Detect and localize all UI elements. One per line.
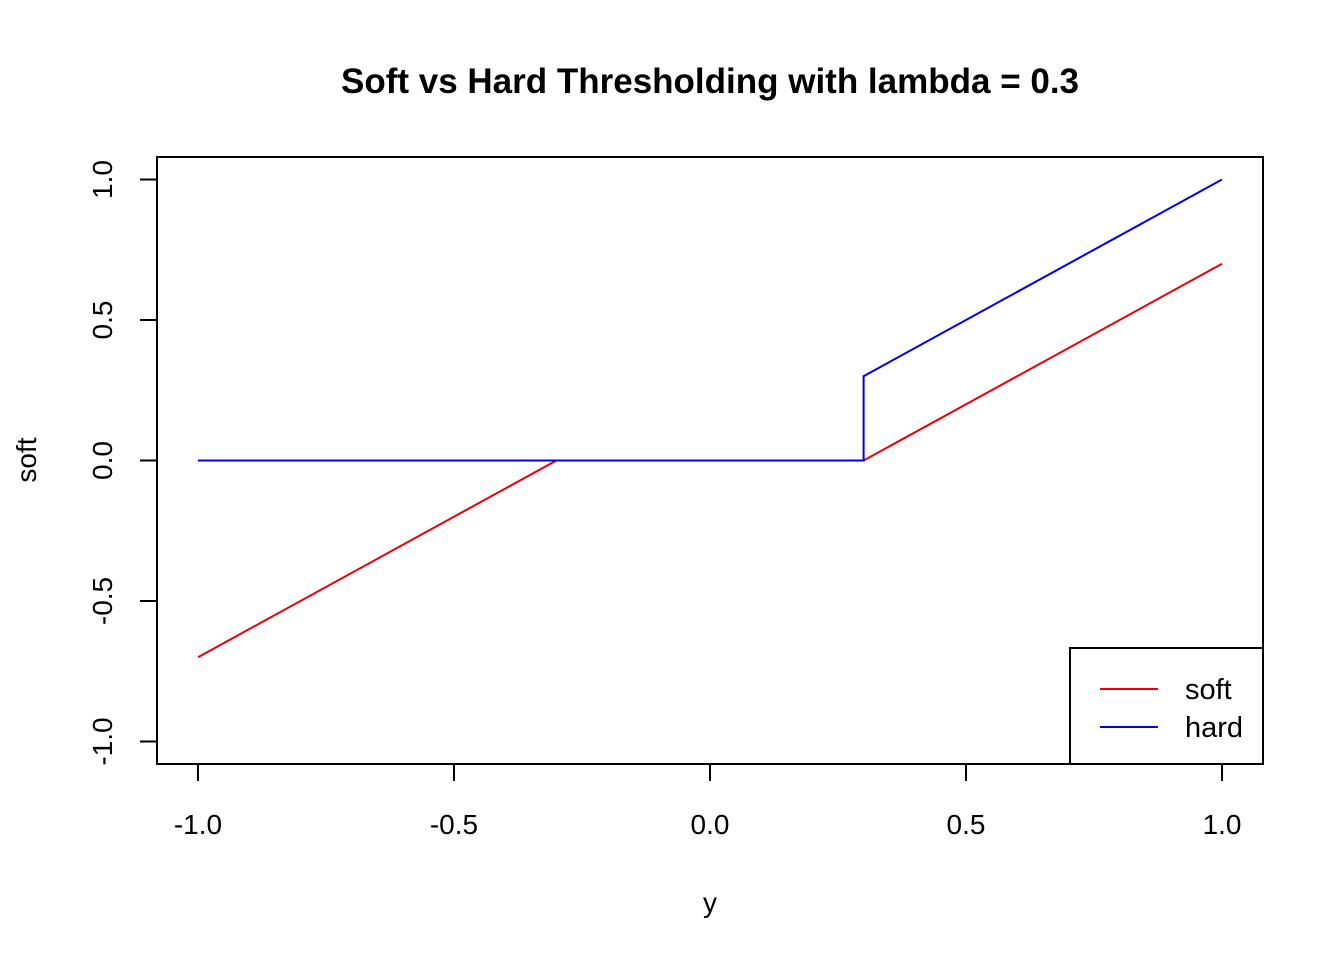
series-line-hard bbox=[198, 178, 1223, 462]
x-tick-label: 0.0 bbox=[691, 809, 730, 840]
y-axis: -1.0 -0.5 0.0 0.5 1.0 bbox=[87, 160, 158, 766]
y-tick-label: 0.0 bbox=[87, 441, 118, 480]
x-axis-label: y bbox=[703, 887, 717, 918]
x-tick-label: 1.0 bbox=[1203, 809, 1242, 840]
series-layer bbox=[197, 178, 1223, 659]
y-tick-label: -1.0 bbox=[87, 717, 118, 765]
y-tick-label: 0.5 bbox=[87, 301, 118, 340]
legend-label-hard: hard bbox=[1185, 712, 1243, 744]
y-tick-label: -0.5 bbox=[87, 577, 118, 625]
y-axis-label: soft bbox=[11, 437, 42, 482]
y-tick-label: 1.0 bbox=[87, 160, 118, 199]
legend: soft hard bbox=[1069, 647, 1264, 765]
legend-label-soft: soft bbox=[1185, 674, 1232, 706]
x-tick-label: -1.0 bbox=[174, 809, 222, 840]
legend-box bbox=[1069, 647, 1264, 765]
x-tick-label: -0.5 bbox=[430, 809, 478, 840]
x-tick-label: 0.5 bbox=[947, 809, 986, 840]
chart-title: Soft vs Hard Thresholding with lambda = … bbox=[341, 62, 1079, 101]
x-axis: -1.0 -0.5 0.0 0.5 1.0 bbox=[174, 763, 1242, 840]
